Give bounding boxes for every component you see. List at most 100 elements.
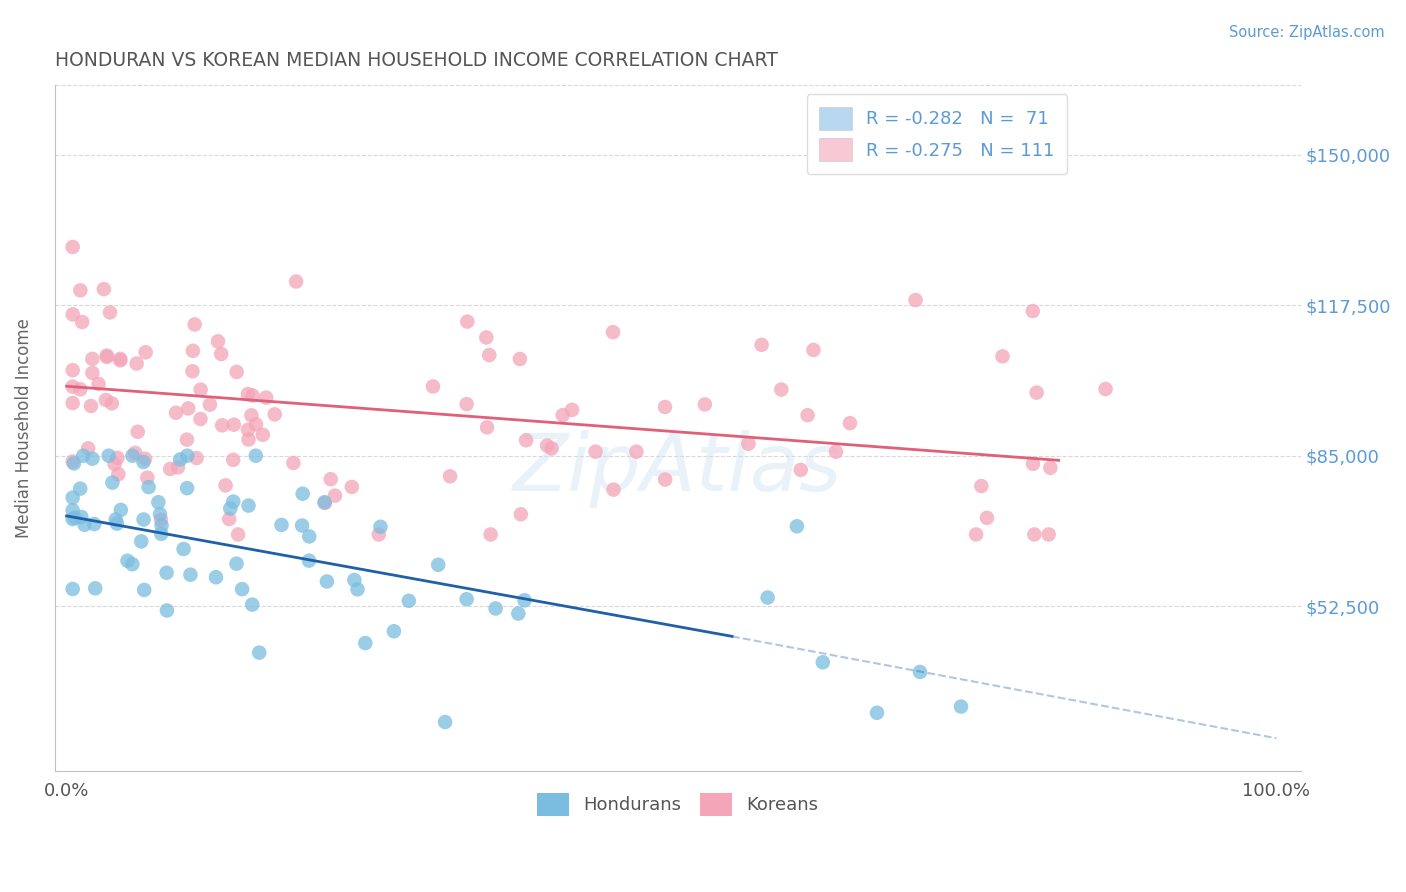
Point [283,456,305,470]
Point [62,240,84,254]
Point [240,598,263,612]
Point [654,473,676,487]
Point [756,591,779,605]
Text: HONDURAN VS KOREAN MEDIAN HOUSEHOLD INCOME CORRELATION CHART: HONDURAN VS KOREAN MEDIAN HOUSEHOLD INCO… [55,51,778,70]
Point [950,699,973,714]
Point [132,512,155,526]
Point [456,315,478,329]
Point [245,449,267,463]
Point [181,343,204,358]
Point [475,330,498,344]
Point [93,282,115,296]
Point [904,293,927,307]
Point [225,557,247,571]
Point [219,501,242,516]
Point [107,450,129,465]
Point [346,582,368,597]
Point [602,483,624,497]
Point [87,377,110,392]
Point [343,573,366,587]
Point [107,467,129,482]
Point [101,396,124,410]
Point [515,434,537,448]
Point [222,417,245,432]
Point [117,554,139,568]
Point [134,451,156,466]
Point [811,655,834,669]
Point [382,624,405,639]
Point [82,366,104,380]
Point [314,495,336,509]
Point [839,416,862,430]
Point [125,357,148,371]
Point [434,714,457,729]
Point [148,495,170,509]
Point [149,507,172,521]
Point [509,351,531,366]
Point [62,491,84,505]
Point [540,442,562,456]
Point [214,478,236,492]
Point [63,457,86,471]
Point [245,417,267,432]
Point [475,420,498,434]
Point [121,558,143,572]
Point [176,433,198,447]
Point [370,520,392,534]
Point [323,489,346,503]
Point [225,365,247,379]
Point [770,383,793,397]
Point [316,574,339,589]
Point [222,494,245,508]
Point [970,479,993,493]
Point [513,593,536,607]
Point [976,511,998,525]
Point [211,418,233,433]
Point [69,382,91,396]
Point [156,603,179,617]
Point [479,527,502,541]
Point [790,463,813,477]
Point [291,486,314,500]
Point [179,567,201,582]
Point [285,275,308,289]
Point [110,353,132,368]
Point [291,518,314,533]
Point [96,349,118,363]
Point [626,444,648,458]
Point [509,508,531,522]
Point [127,425,149,439]
Point [132,455,155,469]
Point [508,607,530,621]
Point [226,527,249,541]
Point [136,470,159,484]
Point [238,499,260,513]
Point [70,510,93,524]
Point [69,482,91,496]
Point [1025,385,1047,400]
Point [176,449,198,463]
Point [205,570,228,584]
Point [134,582,156,597]
Point [176,481,198,495]
Point [84,582,107,596]
Point [155,566,177,580]
Point [96,350,118,364]
Point [1038,527,1060,541]
Point [263,408,285,422]
Point [456,592,478,607]
Point [965,527,987,541]
Point [209,347,232,361]
Point [398,594,420,608]
Point [551,408,574,422]
Point [104,457,127,471]
Legend: Hondurans, Koreans: Hondurans, Koreans [530,786,825,823]
Point [62,454,84,468]
Point [991,350,1014,364]
Point [693,397,716,411]
Point [218,512,240,526]
Text: ZipAtlas: ZipAtlas [513,430,842,508]
Point [101,475,124,490]
Point [62,512,84,526]
Point [314,496,336,510]
